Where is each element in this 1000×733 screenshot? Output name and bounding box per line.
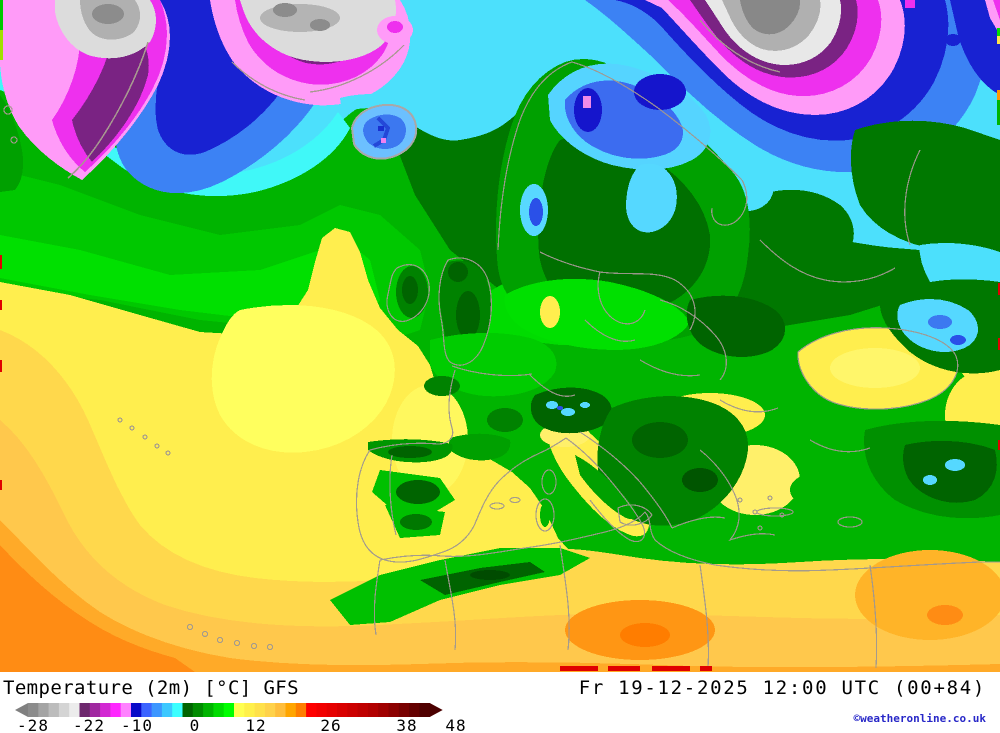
mountain-and-land-green-details — [330, 260, 1000, 625]
colorbar-tick-label: -10 — [121, 716, 153, 733]
colorbar-segment — [367, 703, 379, 717]
temperature-map-canvas — [0, 0, 1000, 672]
colorbar-tick-label: -22 — [73, 716, 105, 733]
coastlines — [117, 61, 1000, 669]
colorbar-tick-label: 48 — [445, 716, 467, 733]
colorbar-right-arrow — [429, 703, 443, 717]
colorbar-segment — [203, 703, 214, 717]
colorbar-segment — [223, 703, 235, 717]
temperature-colorbar — [15, 702, 485, 718]
colorbar-segment — [100, 703, 111, 717]
temperature-map — [0, 0, 1000, 672]
iceland-region — [340, 93, 425, 160]
colorbar-tick-label: 38 — [396, 716, 418, 733]
colorbar-tick-label: 0 — [189, 716, 201, 733]
scandinavia-region — [496, 58, 750, 350]
colorbar-segment — [316, 703, 328, 717]
colorbar-segment — [244, 703, 256, 717]
colorbar-segment — [398, 703, 410, 717]
colorbar-segment — [213, 703, 225, 717]
colorbar-segment — [409, 703, 420, 717]
colorbar-segment — [28, 703, 39, 717]
colorbar-segment — [182, 703, 194, 717]
colorbar-segment — [254, 703, 266, 717]
map-edge-artifacts — [0, 0, 1000, 671]
colorbar-segment — [120, 703, 132, 717]
colorbar-segment — [388, 703, 400, 717]
colorbar-segment — [347, 703, 359, 717]
colorbar-segment — [306, 703, 317, 717]
colorbar-segment — [234, 703, 245, 717]
colorbar-segment — [89, 703, 101, 717]
colorbar-segment — [326, 703, 338, 717]
colorbar-segment — [275, 703, 286, 717]
colorbar-canvas — [15, 703, 443, 717]
forecast-timestamp: Fr 19-12-2025 12:00 UTC (00+84) — [578, 677, 986, 699]
russia-land-patches — [712, 120, 1000, 306]
colorbar-tick-label: -28 — [17, 716, 49, 733]
colorbar-segment — [192, 703, 204, 717]
copyright-label: ©weatheronline.co.uk — [853, 712, 986, 725]
colorbar-segment — [378, 703, 389, 717]
colorbar-segment — [357, 703, 369, 717]
legend-title: Temperature (2m) [°C] GFS — [3, 677, 299, 699]
colorbar-segment — [151, 703, 163, 717]
colorbar-segment — [172, 703, 183, 717]
colorbar-segment — [285, 703, 297, 717]
colorbar-segment — [58, 703, 70, 717]
colorbar-segment — [141, 703, 153, 717]
colorbar-segment — [264, 703, 276, 717]
colorbar-segment — [48, 703, 60, 717]
colorbar-segment — [38, 703, 50, 717]
greenland-northeast-cold-region — [210, 0, 413, 106]
colorbar-segment — [419, 703, 431, 717]
colorbar-segment — [110, 703, 122, 717]
colorbar-segment — [337, 703, 348, 717]
colorbar-segment — [295, 703, 307, 717]
colorbar-segment — [69, 703, 80, 717]
colorbar-left-arrow — [15, 703, 28, 717]
colorbar-segment — [161, 703, 173, 717]
colorbar-tick-label: 12 — [245, 716, 267, 733]
colorbar-tick-label: 26 — [320, 716, 342, 733]
colorbar-segment — [79, 703, 91, 717]
colorbar-tick-labels: -28 -22 -10 0 12 26 38 48 — [0, 716, 500, 733]
legend-bar: Temperature (2m) [°C] GFS Fr 19-12-2025 … — [0, 672, 1000, 733]
colorbar-segment — [131, 703, 142, 717]
